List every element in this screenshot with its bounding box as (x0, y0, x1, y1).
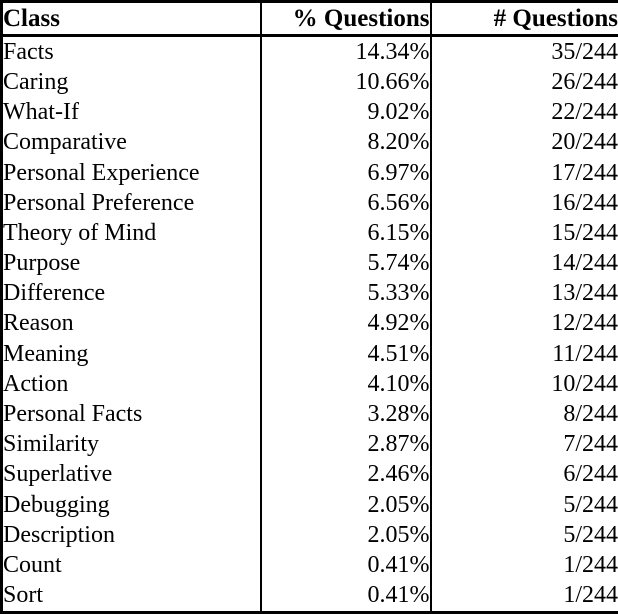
class-cell: Personal Preference (3, 189, 195, 216)
table-row: Sort 0.41% 1/244 (2, 580, 618, 613)
num-questions-cell: 15/244 (429, 218, 618, 249)
num-questions-cell: 1/244 (429, 550, 618, 581)
pct-questions-cell: 10.66% (259, 67, 431, 98)
pct-questions-cell: 6.56% (259, 188, 431, 219)
table-row: Personal Facts 3.28% 8/244 (2, 399, 618, 430)
header-num-questions: # Questions (429, 1, 618, 37)
class-cell: Superlative (3, 461, 113, 488)
pct-questions-cell: 9.02% (259, 97, 431, 128)
pct-questions-cell: 4.10% (259, 369, 431, 400)
table-body: Facts 14.34% 35/244 Caring 10.66% 26/244 What-… (2, 35, 618, 613)
num-questions-cell: 5/244 (429, 520, 618, 551)
class-cell: Difference (3, 280, 106, 307)
num-questions-cell: 11/244 (429, 339, 618, 370)
class-cell: Purpose (3, 250, 81, 277)
class-cell: Similarity (3, 431, 99, 458)
pct-questions-cell: 4.92% (259, 308, 431, 340)
header-class: Class (1, 1, 261, 37)
class-cell: Sort (3, 582, 44, 609)
table-row: Caring 10.66% 26/244 (2, 67, 618, 98)
class-cell: Caring (3, 68, 69, 95)
pct-questions-cell: 8.20% (259, 127, 431, 158)
pct-questions-cell: 4.51% (259, 339, 431, 370)
num-questions-cell: 1/244 (429, 580, 618, 613)
table-row: Similarity 2.87% 7/244 (2, 429, 618, 460)
table-row: Theory of Mind 6.15% 15/244 (2, 218, 618, 249)
class-cell: Count (3, 551, 62, 578)
class-cell: Description (3, 521, 115, 548)
num-questions-cell: 20/244 (429, 127, 618, 158)
pct-questions-cell: 0.41% (259, 580, 431, 613)
num-questions-cell: 16/244 (429, 188, 618, 219)
class-cell: Theory of Mind (3, 219, 157, 246)
pct-questions-cell: 6.97% (259, 157, 431, 189)
pct-questions-cell: 5.74% (259, 248, 431, 279)
pct-questions-cell: 2.87% (259, 429, 431, 460)
table-row: Personal Experience 6.97% 17/244 (2, 157, 618, 189)
table-row: Facts 14.34% 35/244 (2, 35, 618, 68)
num-questions-cell: 35/244 (429, 35, 618, 68)
num-questions-cell: 13/244 (429, 278, 618, 309)
num-questions-cell: 5/244 (429, 489, 618, 521)
pct-questions-cell: 6.15% (259, 218, 431, 249)
table-row: Reason 4.92% 12/244 (2, 308, 618, 340)
table-row: Purpose 5.74% 14/244 (2, 248, 618, 279)
class-cell: Meaning (3, 340, 89, 367)
class-cell: Action (3, 370, 69, 397)
pct-questions-cell: 2.05% (259, 520, 431, 551)
table-row: Meaning 4.51% 11/244 (2, 339, 618, 370)
class-cell: Personal Experience (3, 159, 200, 186)
class-cell: Reason (3, 310, 74, 337)
table-row: Difference 5.33% 13/244 (2, 278, 618, 309)
class-cell: Facts (3, 38, 54, 65)
num-questions-cell: 22/244 (429, 97, 618, 128)
table-row: What-If 9.02% 22/244 (2, 97, 618, 128)
table-row: Personal Preference 6.56% 16/244 (2, 188, 618, 219)
pct-questions-cell: 0.41% (259, 550, 431, 581)
table-row: Action 4.10% 10/244 (2, 369, 618, 400)
pct-questions-cell: 2.05% (259, 489, 431, 521)
num-questions-cell: 8/244 (429, 399, 618, 430)
pct-questions-cell: 2.46% (259, 459, 431, 490)
pct-questions-cell: 14.34% (259, 35, 431, 68)
header-pct-questions: % Questions (259, 1, 431, 37)
table-row: Debugging 2.05% 5/244 (2, 489, 618, 521)
num-questions-cell: 26/244 (429, 67, 618, 98)
pct-questions-cell: 3.28% (259, 399, 431, 430)
table-row: Superlative 2.46% 6/244 (2, 459, 618, 490)
class-cell: Debugging (3, 491, 110, 518)
num-questions-cell: 10/244 (429, 369, 618, 400)
table-row: Description 2.05% 5/244 (2, 520, 618, 551)
class-cell: What-If (3, 99, 79, 126)
num-questions-cell: 6/244 (429, 459, 618, 490)
num-questions-cell: 12/244 (429, 308, 618, 340)
num-questions-cell: 17/244 (429, 157, 618, 189)
table-row: Comparative 8.20% 20/244 (2, 127, 618, 158)
class-cell: Comparative (3, 129, 127, 156)
class-cell: Personal Facts (3, 401, 143, 428)
table-row: Count 0.41% 1/244 (2, 550, 618, 581)
num-questions-cell: 14/244 (429, 248, 618, 279)
pct-questions-cell: 5.33% (259, 278, 431, 309)
header-row: Class % Questions # Questions (1, 1, 618, 37)
num-questions-cell: 7/244 (429, 429, 618, 460)
